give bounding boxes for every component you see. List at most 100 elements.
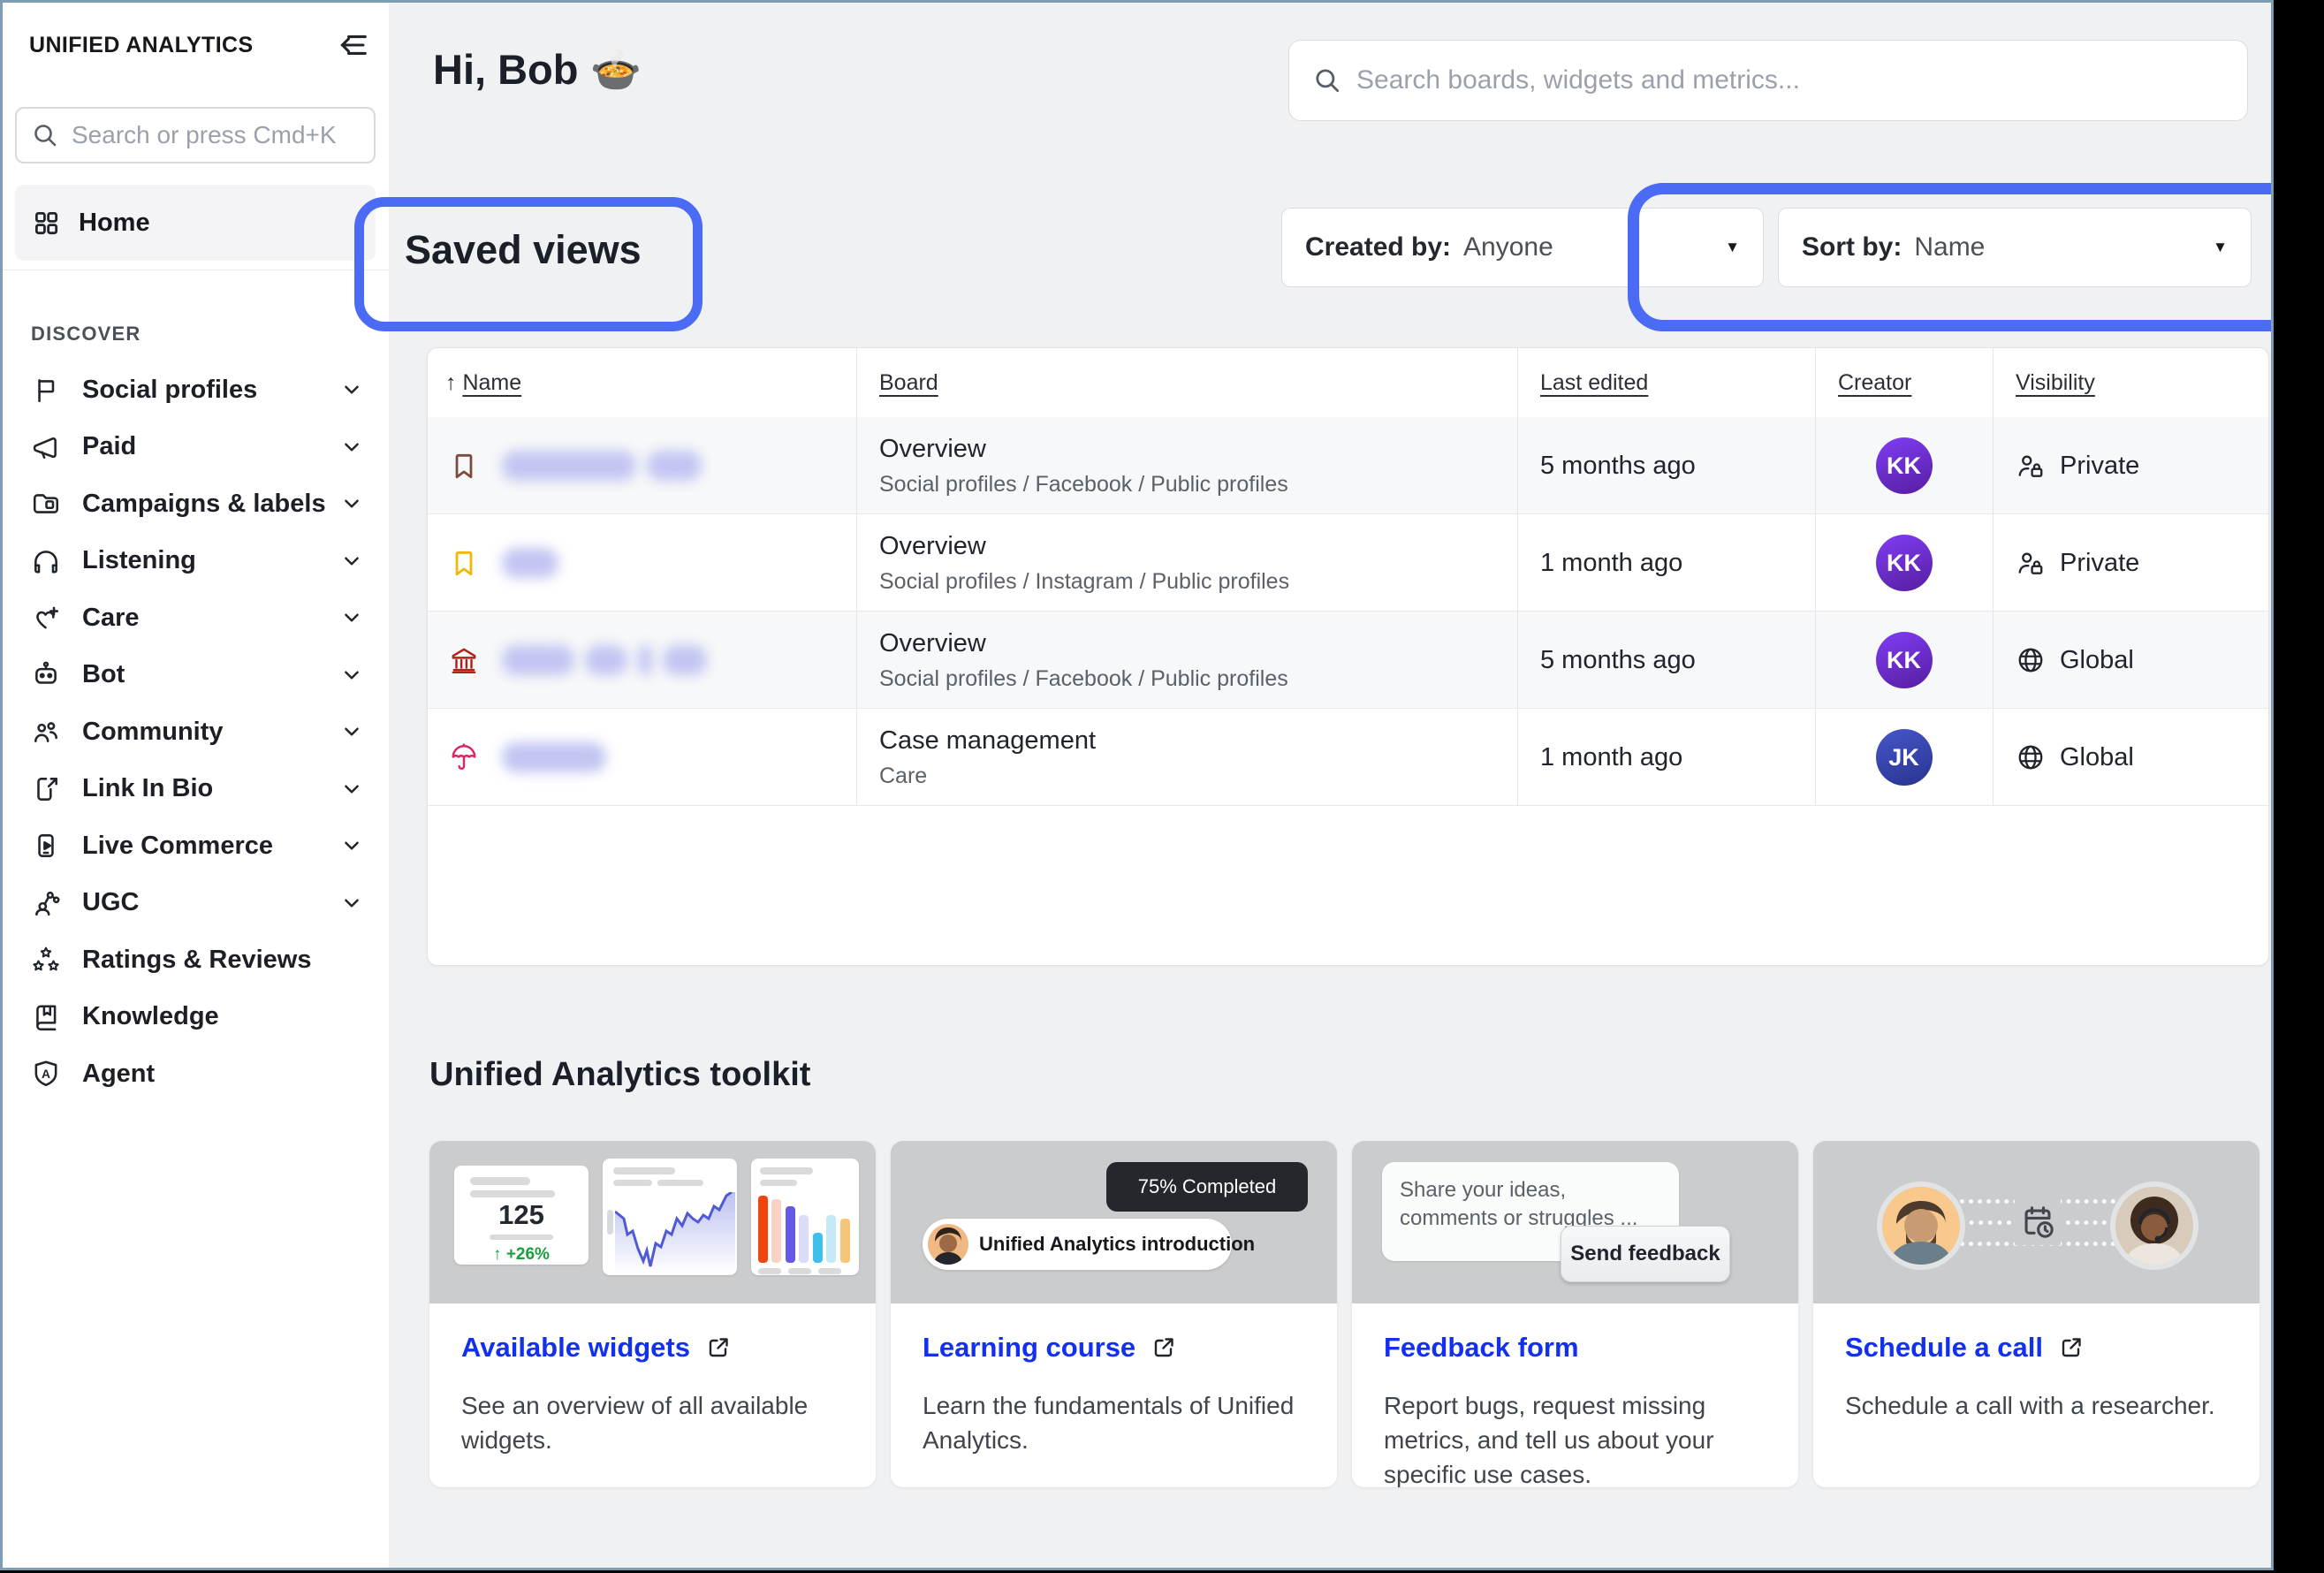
bar-chart-thumbnail — [751, 1159, 859, 1275]
line-chart-thumbnail — [603, 1159, 737, 1275]
shield-a-icon — [34, 1060, 57, 1087]
board-title: Overview — [879, 434, 986, 463]
sidebar-item-ratings-reviews[interactable]: Ratings & Reviews — [3, 931, 388, 989]
toolkit-card-available-widgets: 125 ↑ +26% — [429, 1141, 876, 1487]
card-illustration — [1813, 1141, 2259, 1303]
available-widgets-link[interactable]: Available widgets — [461, 1332, 733, 1364]
board-title: Overview — [879, 628, 986, 657]
global-search[interactable] — [1288, 40, 2248, 121]
person-network-icon — [35, 891, 60, 916]
name-cell[interactable] — [428, 417, 856, 514]
sidebar-item-community[interactable]: Community — [3, 703, 388, 761]
table-row[interactable]: Case management Care 1 month ago JK Glob… — [428, 709, 2268, 806]
sidebar-item-home[interactable]: Home — [15, 185, 376, 261]
sidebar-item-live-commerce[interactable]: Live Commerce — [3, 817, 388, 875]
sidebar-search[interactable] — [15, 107, 376, 163]
chevron-down-icon[interactable] — [338, 890, 365, 916]
created-by-label: Created by: — [1305, 232, 1452, 262]
column-header-last-edited[interactable]: Last edited — [1540, 369, 1649, 395]
created-by-value: Anyone — [1463, 232, 1553, 262]
sidebar-item-social-profiles[interactable]: Social profiles — [3, 361, 388, 419]
phone-link-icon — [37, 777, 57, 801]
creator-cell: KK — [1815, 514, 1993, 612]
sidebar-item-label: Listening — [82, 546, 196, 575]
board-cell: Overview Social profiles / Facebook / Pu… — [856, 417, 1517, 514]
table-row[interactable]: Overview Social profiles / Facebook / Pu… — [428, 612, 2268, 709]
sidebar-item-care[interactable]: Care — [3, 589, 388, 647]
sort-by-dropdown[interactable]: Sort by: Name ▼ — [1778, 208, 2252, 287]
card-body: Schedule a call Schedule a call with a r… — [1813, 1303, 2259, 1487]
avatar-photo — [928, 1224, 968, 1265]
user-lock-icon — [2018, 455, 2043, 477]
main-content: Hi, Bob 🍲 Saved views Created by: Anyone… — [389, 3, 2271, 1568]
card-illustration: Share your ideas, comments or struggles … — [1352, 1141, 1798, 1303]
sidebar-item-paid[interactable]: Paid — [3, 419, 388, 476]
bookmark-icon — [455, 453, 473, 479]
external-link-icon — [1154, 1338, 1173, 1357]
headphones-icon — [34, 550, 57, 574]
redacted-name — [502, 645, 707, 675]
learning-course-link[interactable]: Learning course — [923, 1332, 1178, 1364]
column-separator — [1815, 348, 1816, 806]
sidebar-item-label: Care — [82, 603, 140, 632]
board-title: Case management — [879, 726, 1097, 755]
sidebar-search-input[interactable] — [70, 120, 374, 150]
feedback-form-link[interactable]: Feedback form — [1384, 1332, 1579, 1364]
created-by-dropdown[interactable]: Created by: Anyone ▼ — [1281, 208, 1764, 287]
card-body: Available widgets See an overview of all… — [429, 1303, 876, 1487]
name-cell[interactable] — [428, 709, 856, 806]
visibility-label: Private — [2060, 451, 2140, 480]
saved-views-table: ↑ Name Board Last edited Creator Visibil… — [427, 347, 2269, 966]
column-header-board[interactable]: Board — [879, 369, 938, 395]
sidebar-item-agent[interactable]: Agent — [3, 1045, 388, 1103]
column-header-name[interactable]: ↑ Name — [445, 369, 522, 395]
chevron-down-icon[interactable] — [338, 604, 365, 631]
global-search-input[interactable] — [1355, 65, 2247, 96]
collapse-sidebar-icon[interactable] — [334, 27, 369, 63]
sidebar-item-label: Ratings & Reviews — [82, 945, 312, 974]
name-cell[interactable] — [428, 514, 856, 612]
avatar: JK — [1875, 729, 1933, 786]
board-cell: Case management Care — [856, 709, 1517, 806]
chevron-down-icon[interactable] — [338, 548, 365, 574]
table-row[interactable]: Overview Social profiles / Facebook / Pu… — [428, 417, 2268, 514]
name-cell[interactable] — [428, 612, 856, 709]
sidebar-item-listening[interactable]: Listening — [3, 533, 388, 590]
sidebar-item-knowledge[interactable]: Knowledge — [3, 989, 388, 1046]
sidebar-item-campaigns-labels[interactable]: Campaigns & labels — [3, 475, 388, 533]
redacted-name — [502, 548, 558, 578]
sidebar-item-link-in-bio[interactable]: Link In Bio — [3, 761, 388, 818]
chevron-down-icon[interactable] — [338, 776, 365, 802]
send-feedback-button-illustration: Send feedback — [1561, 1226, 1730, 1282]
sidebar-item-label: Live Commerce — [82, 831, 273, 860]
chevron-down-icon[interactable] — [338, 832, 365, 859]
stat-value: 125 — [498, 1199, 544, 1230]
chevron-down-icon[interactable] — [338, 376, 365, 403]
external-link-icon — [2062, 1338, 2081, 1357]
sort-by-value: Name — [1914, 232, 1986, 262]
bank-icon — [452, 648, 476, 674]
user-lock-icon — [2018, 552, 2043, 574]
sidebar-nav: Social profiles Paid Campaigns & labels … — [3, 361, 388, 1103]
table-row[interactable]: Overview Social profiles / Instagram / P… — [428, 514, 2268, 612]
stat-widget-thumbnail: 125 ↑ +26% — [454, 1166, 589, 1265]
sidebar-item-label: Home — [79, 208, 150, 237]
chevron-down-icon[interactable] — [338, 490, 365, 517]
bookmark-icon — [455, 551, 473, 576]
schedule-call-link[interactable]: Schedule a call — [1845, 1332, 2085, 1364]
chevron-down-icon[interactable] — [338, 434, 365, 460]
chevron-down-icon[interactable] — [338, 718, 365, 745]
avatar: KK — [1875, 437, 1933, 494]
column-header-creator[interactable]: Creator — [1838, 369, 1912, 395]
sidebar-item-bot[interactable]: Bot — [3, 647, 388, 704]
sidebar-item-label: Community — [82, 717, 224, 746]
megaphone-icon — [33, 437, 57, 459]
chevron-down-icon[interactable] — [338, 662, 365, 688]
stat-delta: ↑ +26% — [493, 1245, 550, 1264]
column-header-visibility[interactable]: Visibility — [2016, 369, 2095, 395]
discover-section-label: DISCOVER — [31, 323, 141, 345]
sidebar-item-ugc[interactable]: UGC — [3, 875, 388, 932]
card-illustration: 75% Completed Unified Analytics introduc… — [891, 1141, 1337, 1303]
sidebar-item-label: Agent — [82, 1059, 156, 1088]
course-pill: Unified Analytics introduction — [923, 1219, 1255, 1270]
